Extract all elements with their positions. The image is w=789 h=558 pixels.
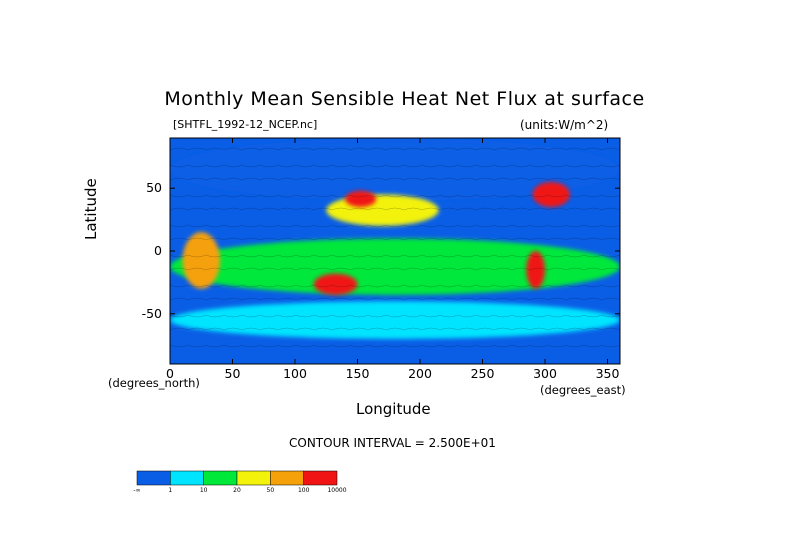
colorbar-label: 10000 <box>327 487 346 494</box>
x-tick-label: 0 <box>166 366 174 381</box>
region-africa-hot <box>182 232 220 289</box>
contour-line <box>170 207 620 211</box>
x-unit-label: (degrees_north) <box>108 376 200 390</box>
contour-line <box>170 147 620 151</box>
contour-line <box>170 164 620 168</box>
x-tick-label: 300 <box>533 366 557 381</box>
contour-line <box>170 224 620 228</box>
colorbar-swatch <box>270 470 304 486</box>
colorbar-swatch <box>236 470 271 486</box>
contour-interval-label: CONTOUR INTERVAL = 2.500E+01 <box>289 436 496 450</box>
contour-line <box>170 327 620 331</box>
x-tick-label: 350 <box>596 366 620 381</box>
contour-line <box>170 194 620 198</box>
x-axis-ticks: 0 50 100 150 200 250 300 350 <box>166 138 619 381</box>
colorbar-swatch <box>170 470 204 486</box>
region-southern-ocean-light <box>170 301 620 339</box>
colorbar-swatch <box>203 470 238 486</box>
map-field <box>170 138 620 364</box>
colorbar-label: 100 <box>298 487 310 494</box>
y-tick-label: 50 <box>146 180 162 195</box>
colorbar-swatch <box>136 470 171 486</box>
contour-line <box>170 177 620 181</box>
contour-line <box>170 314 620 318</box>
y-tick-label: 0 <box>154 243 162 258</box>
contour-line <box>170 237 620 241</box>
colorbar-swatch <box>303 470 338 486</box>
x-axis-title: Longitude <box>356 400 431 418</box>
x-tick-label: 200 <box>408 366 432 381</box>
dataset-label: [SHTFL_1992-12_NCEP.nc] <box>173 118 318 131</box>
x-tick-label: 100 <box>283 366 307 381</box>
region-kuroshio-peak <box>345 190 377 208</box>
chart-title: Monthly Mean Sensible Heat Net Flux at s… <box>164 88 645 110</box>
units-label: (units:W/m^2) <box>520 118 609 132</box>
x-unit-east-label: (degrees_east) <box>540 383 626 397</box>
region-gulf-stream-peak <box>532 181 570 208</box>
contour-line <box>170 344 620 348</box>
contour-lines <box>170 147 620 348</box>
y-axis-ticks: 50 0 -50 <box>142 180 620 321</box>
contour-line <box>170 284 620 288</box>
region-south-america-west <box>526 251 545 289</box>
contour-line <box>170 267 620 271</box>
y-axis-title: Latitude <box>82 178 100 240</box>
x-tick-label: 150 <box>346 366 370 381</box>
contour-line <box>170 254 620 258</box>
colorbar-label: -∞ <box>133 487 140 494</box>
contour-line <box>170 297 620 301</box>
x-tick-label: 50 <box>225 366 241 381</box>
colorbar-label: 20 <box>233 487 241 494</box>
colorbar-label: 50 <box>267 487 275 494</box>
x-tick-label: 250 <box>471 366 495 381</box>
colorbar: -∞ 1 10 20 50 100 10000 <box>133 470 347 494</box>
region-north-atlantic-pacific-warm <box>326 194 439 226</box>
region-australia-core <box>313 273 358 295</box>
y-tick-label: -50 <box>142 306 162 321</box>
region-arctic-north <box>170 138 620 201</box>
colorbar-label: 1 <box>168 487 172 494</box>
region-tropical-band <box>170 238 620 295</box>
colorbar-label: 10 <box>200 487 208 494</box>
